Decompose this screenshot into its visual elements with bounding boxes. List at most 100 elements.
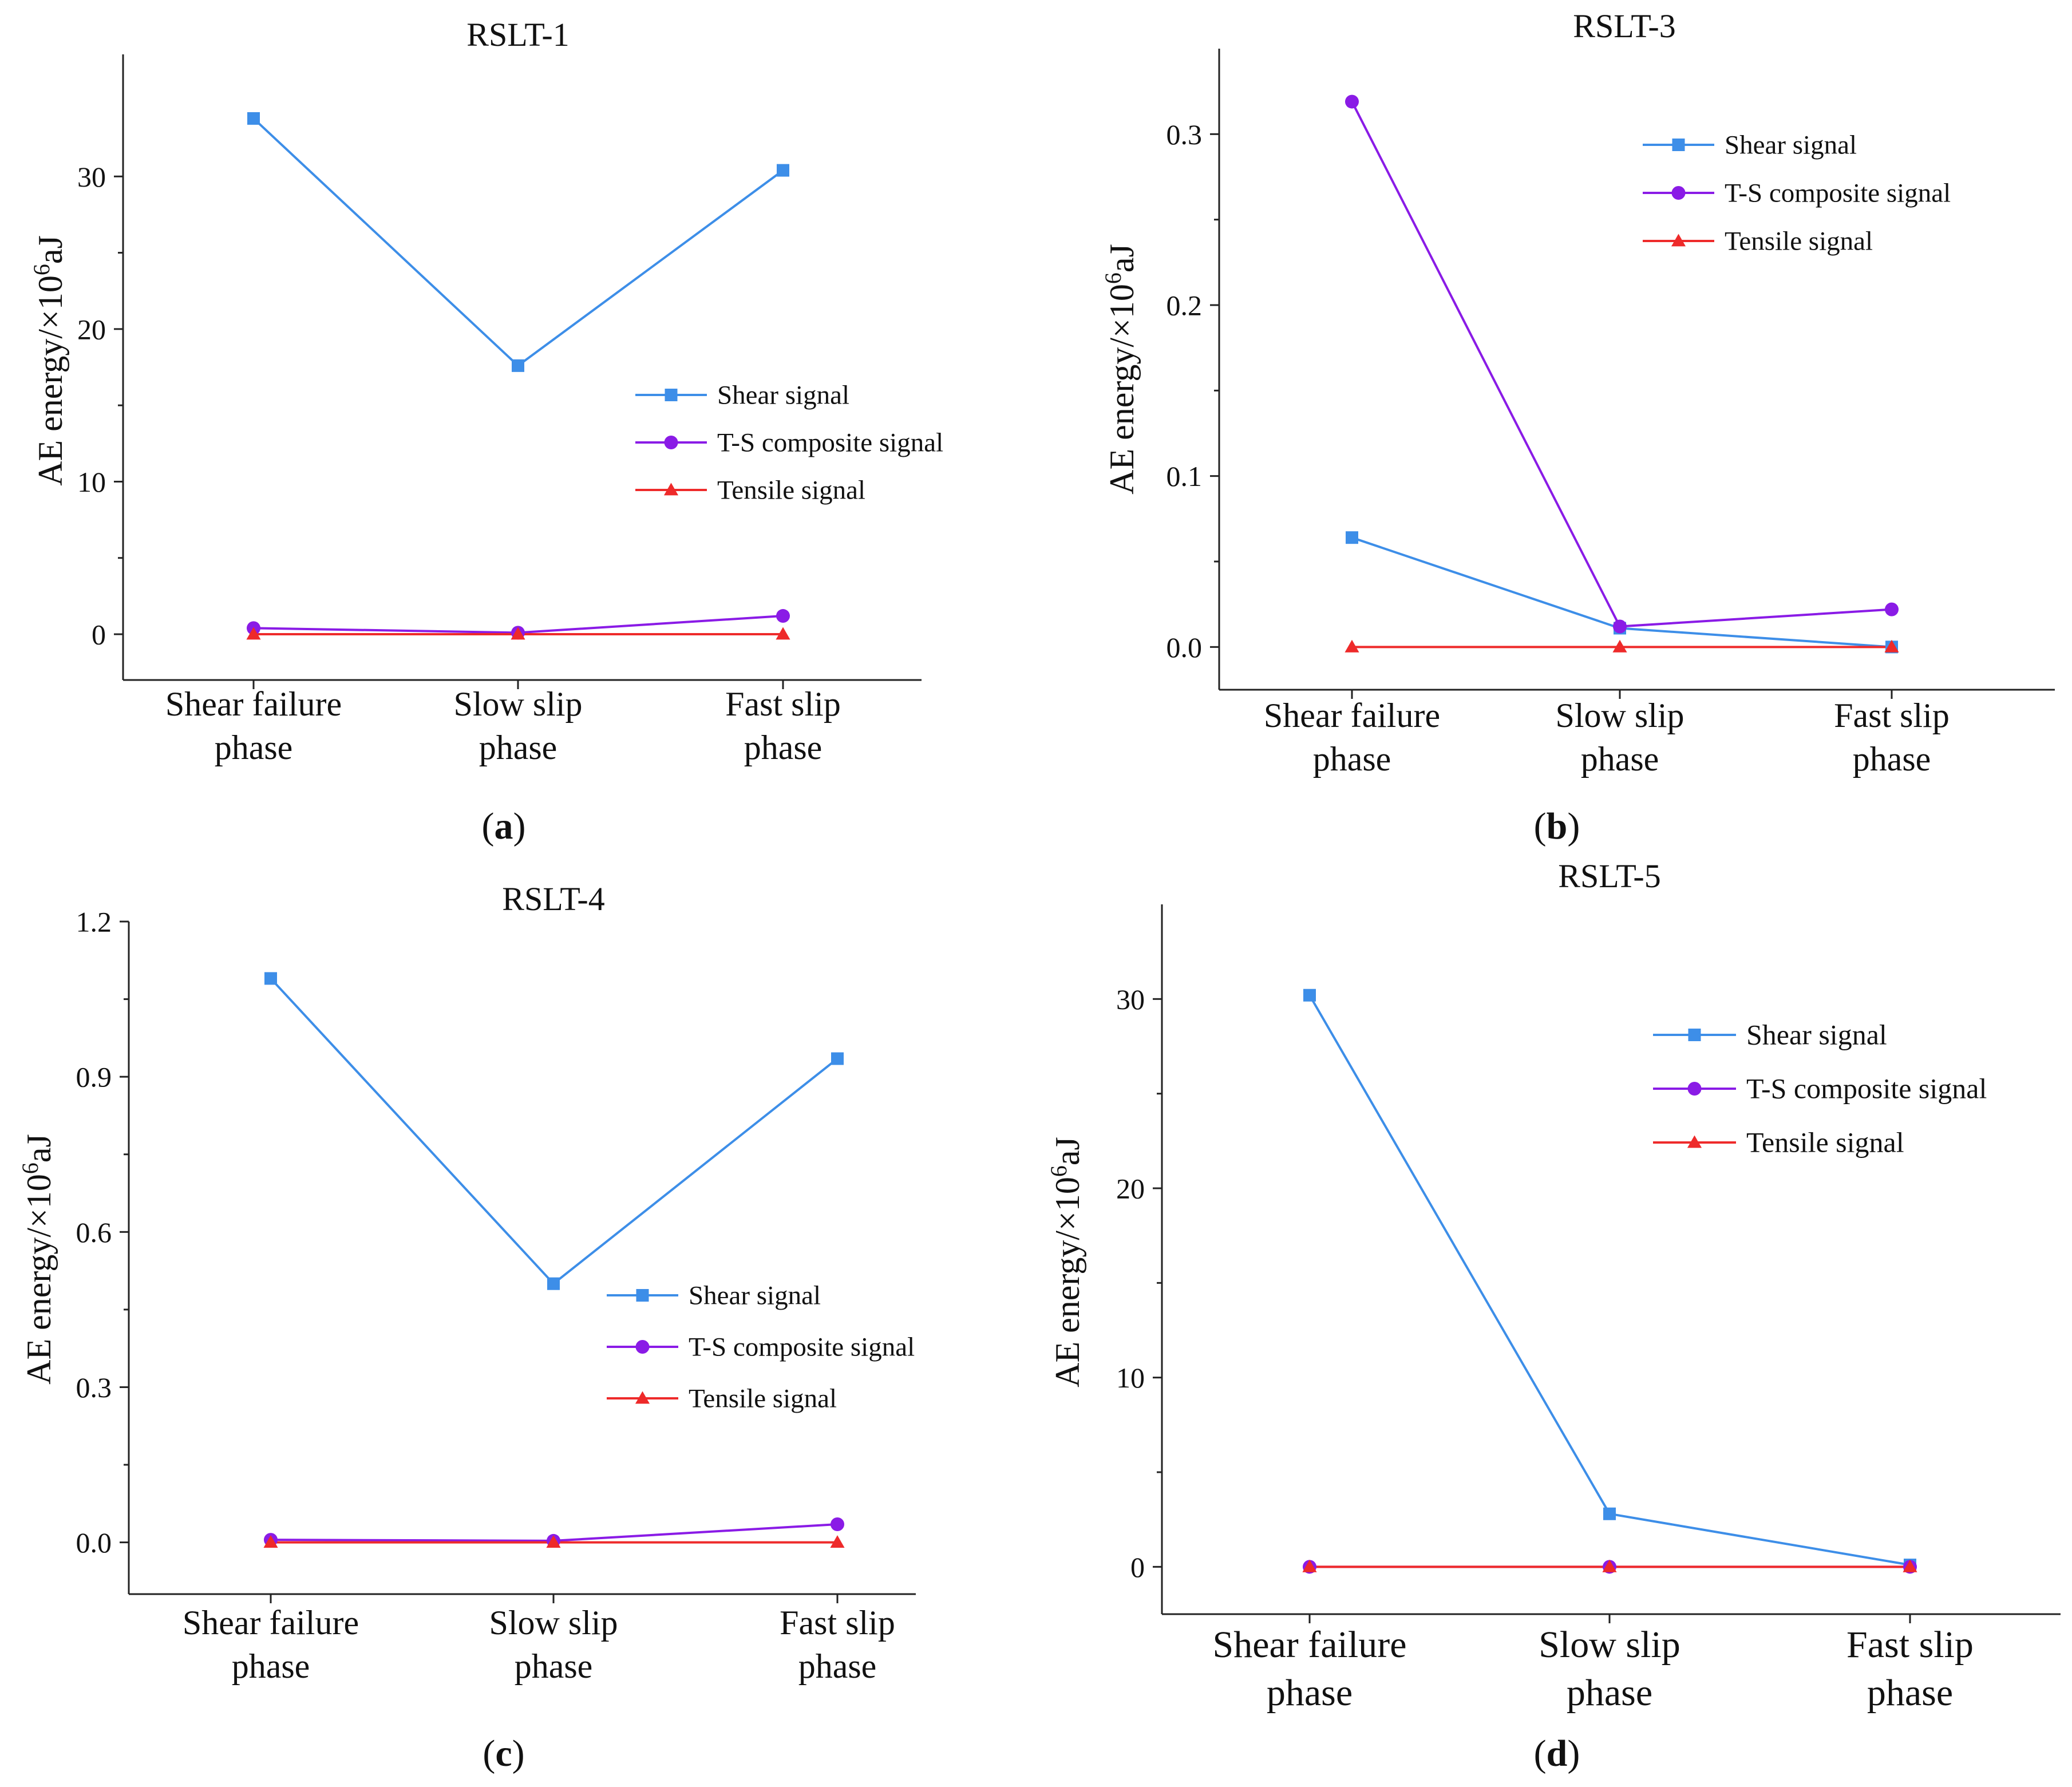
y-axis-label: AE energy/×106aJ: [1046, 1137, 1086, 1387]
data-point-shear: [1346, 531, 1358, 544]
legend-label: T-S composite signal: [717, 428, 943, 458]
y-tick-label: 0: [1130, 1551, 1145, 1583]
x-tick-label: Shear failure phase: [183, 1604, 359, 1685]
data-point-tensile: [546, 1535, 561, 1548]
legend-label: Tensile signal: [1746, 1126, 1904, 1159]
legend-marker: [635, 1340, 650, 1354]
legend-marker: [665, 389, 678, 401]
legend-marker: [663, 483, 679, 496]
data-point-ts-composite: [776, 609, 790, 623]
chart-panel-b: 0.0 0.1 0.2 0.3 Shear failure phase Slow slip p…: [1100, 7, 2055, 778]
y-tick-label: 0.2: [1167, 290, 1203, 322]
data-point-shear: [247, 112, 260, 125]
data-point-tensile: [511, 627, 525, 640]
y-tick-label: 30: [1116, 983, 1145, 1015]
y-tick-label: 1.2: [76, 906, 112, 938]
data-point-shear: [512, 359, 524, 372]
legend-marker: [636, 1289, 649, 1302]
data-point-tensile: [1602, 1559, 1617, 1572]
data-point-shear: [1603, 1507, 1616, 1520]
legend-label: T-S composite signal: [1746, 1073, 1987, 1105]
y-tick-label: 10: [1116, 1362, 1145, 1394]
y-tick-label: 0: [92, 619, 106, 651]
data-point-tensile: [830, 1535, 845, 1548]
data-point-ts-composite: [1613, 619, 1627, 634]
data-point-shear: [264, 972, 277, 985]
y-axis-label: AE energy/×106aJ: [17, 1134, 58, 1385]
panel-label: (b): [1534, 805, 1580, 847]
legend: Shear signal T-S composite signal Tensile …: [1653, 1019, 1987, 1159]
legend-label: Tensile signal: [689, 1384, 837, 1414]
legend-marker: [1671, 234, 1686, 247]
data-point-ts-composite: [1885, 602, 1899, 616]
y-axis-label: AE energy/×106aJ: [1100, 244, 1141, 495]
data-point-tensile: [246, 627, 261, 640]
legend-label: T-S composite signal: [1725, 179, 1951, 208]
legend-marker: [664, 436, 678, 449]
y-tick-label: 0.9: [76, 1061, 112, 1093]
data-point-tensile: [1345, 639, 1359, 653]
legend-label: Shear signal: [717, 381, 849, 410]
chart-panel-a: 0 10 20 30 Shear failure phase Slow slip phase F…: [29, 16, 943, 766]
data-point-shear: [1303, 989, 1316, 1002]
legend-marker: [1671, 186, 1686, 200]
y-tick-label: 0.6: [76, 1216, 112, 1248]
chart-title: RSLT-4: [502, 880, 604, 918]
y-tick-label: 0.0: [76, 1527, 112, 1559]
legend-label: Shear signal: [689, 1281, 821, 1311]
panel-label: (c): [483, 1733, 524, 1774]
y-tick-label: 20: [77, 313, 106, 345]
x-tick-label: Fast slip phase: [725, 685, 841, 766]
legend-label: Shear signal: [1725, 131, 1857, 160]
y-tick-label: 30: [77, 161, 106, 193]
y-tick-label: 20: [1116, 1173, 1145, 1205]
legend-marker: [1672, 139, 1685, 151]
data-point-tensile: [1302, 1559, 1317, 1572]
y-tick-label: 10: [77, 466, 106, 498]
chart-panel-c: 0.0 0.3 0.6 0.9 1.2 Shear failure phase Slow sl…: [17, 880, 916, 1685]
x-tick-label: Fast slip phase: [1834, 697, 1950, 778]
legend-marker: [635, 1391, 650, 1404]
y-tick-label: 0.3: [1167, 118, 1203, 151]
data-point-tensile: [776, 627, 790, 640]
data-point-tensile: [263, 1535, 278, 1548]
data-point-tensile: [1903, 1559, 1917, 1572]
y-axis-label: AE energy/×106aJ: [29, 235, 69, 486]
data-point-ts-composite: [1345, 94, 1359, 109]
legend: Shear signal T-S composite signal Tensile …: [635, 381, 943, 505]
panel-label: (a): [482, 805, 526, 847]
x-tick-label: Shear failure phase: [1213, 1624, 1407, 1714]
data-point-shear: [777, 164, 789, 177]
chart-title: RSLT-1: [466, 16, 569, 53]
chart-title: RSLT-3: [1573, 7, 1675, 45]
panel-label: (d): [1534, 1733, 1580, 1774]
x-tick-label: Fast slip phase: [1846, 1624, 1974, 1714]
data-point-tensile: [1612, 639, 1627, 653]
chart-panel-d: 0 10 20 30 Shear failure phase Slow slip phase F…: [1046, 857, 2061, 1714]
x-tick-label: Slow slip phase: [489, 1604, 618, 1685]
legend-marker: [1688, 1029, 1701, 1041]
y-tick-label: 0.3: [76, 1371, 112, 1403]
legend: Shear signal T-S composite signal Tensile …: [607, 1281, 915, 1414]
data-point-shear: [547, 1277, 560, 1290]
legend-marker: [1687, 1135, 1702, 1148]
y-tick-label: 0.0: [1167, 631, 1203, 663]
x-tick-label: Shear failure phase: [165, 685, 342, 766]
legend-label: Tensile signal: [717, 476, 865, 505]
data-point-tensile: [1884, 639, 1899, 653]
data-point-ts-composite: [831, 1517, 844, 1531]
x-tick-label: Slow slip phase: [1555, 697, 1684, 778]
legend: Shear signal T-S composite signal Tensile …: [1643, 131, 1951, 256]
legend-label: Shear signal: [1746, 1019, 1887, 1051]
x-tick-label: Shear failure phase: [1264, 697, 1440, 778]
chart-title: RSLT-5: [1558, 857, 1660, 895]
legend-label: Tensile signal: [1725, 227, 1873, 256]
x-tick-label: Slow slip phase: [453, 685, 582, 766]
data-point-shear: [831, 1052, 844, 1065]
legend-marker: [1687, 1082, 1702, 1096]
x-tick-label: Slow slip phase: [1539, 1624, 1680, 1714]
legend-label: T-S composite signal: [689, 1333, 915, 1362]
y-tick-label: 0.1: [1167, 460, 1203, 492]
x-tick-label: Fast slip phase: [780, 1604, 895, 1685]
